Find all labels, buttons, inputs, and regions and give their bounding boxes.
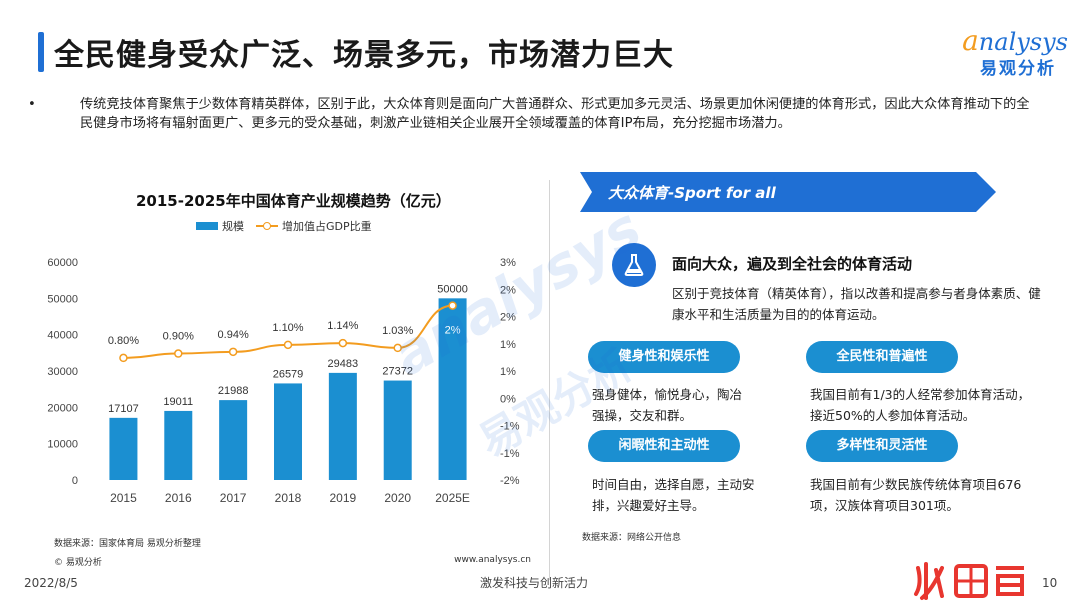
y-axis-tick-label: 60000 — [47, 257, 78, 269]
chart-url: www.analysys.cn — [454, 555, 531, 565]
industry-scale-chart: 2015-2025年中国体育产业规模趋势（亿元） 规模 增加值占GDP比重 0 1… — [40, 180, 550, 580]
gdp-share-point — [338, 338, 348, 348]
pill-diversity-flexibility-desc: 我国目前有少数民族传统体育项目676项，汉族体育项目301项。 — [810, 477, 1022, 513]
bar-2016 — [164, 410, 193, 480]
y-axis-tick-label: 40000 — [47, 330, 78, 342]
bar-2020 — [383, 380, 412, 480]
bar-value-label: 17107 — [108, 403, 139, 415]
bar-value-label: 21988 — [218, 385, 249, 397]
bar-value-label: 29483 — [328, 358, 359, 370]
gdp-share-label: 1.10% — [272, 322, 303, 334]
gdp-share-label: 0.90% — [163, 331, 194, 343]
banner-label: 大众体育-Sport for all — [608, 184, 776, 202]
gdp-share-label: 0.80% — [108, 335, 139, 347]
y-axis-tick-label: 20000 — [47, 402, 78, 414]
chart-source: 数据来源：国家体育局 易观分析整理 — [54, 539, 201, 549]
bar-2017 — [219, 400, 248, 480]
chart-copyright: © 易观分析 — [54, 558, 102, 568]
focus-title: 面向大众，遍及到全社会的体育活动 — [672, 255, 913, 273]
logo-wordmark-initial: a — [962, 24, 979, 57]
gdp-share-point — [448, 301, 457, 310]
bar-2019 — [328, 372, 357, 480]
pill-diversity-flexibility: 多样性和灵活性 — [806, 430, 958, 462]
flask-icon — [612, 243, 656, 287]
gdp-share-label: 2% — [445, 325, 461, 337]
intro-bullet: • 传统竞技体育聚焦于少数体育精英群体，区别于此，大众体育则是面向广大普通群众、… — [28, 95, 1038, 133]
legend-line-label: 增加值占GDP比重 — [282, 220, 372, 233]
y2-axis-tick-label: 1% — [500, 366, 516, 378]
x-axis-tick-label: 2019 — [330, 491, 357, 505]
pill-fitness-entertainment-desc: 强身健体，愉悦身心，陶冶强操，交友和群。 — [592, 387, 743, 423]
banner-arrow-shape — [580, 172, 996, 212]
y2-axis-tick-label: 1% — [500, 339, 516, 351]
pill-universality: 全民性和普遍性 — [806, 341, 958, 373]
y2-axis-tick-label: -1% — [500, 421, 520, 433]
bar-2015 — [109, 417, 138, 480]
y-axis-tick-label: 0 — [72, 475, 78, 487]
pill-universality-desc: 我国目前有1/3的人经常参加体育活动，接近50%的人参加体育活动。 — [810, 387, 1031, 423]
y-axis-tick-label: 50000 — [47, 293, 78, 305]
y2-axis-tick-label: 0% — [500, 393, 516, 405]
gdp-share-label: 1.14% — [327, 320, 358, 332]
y-axis-tick-label: 30000 — [47, 366, 78, 378]
x-axis-tick-label: 2025E — [435, 491, 470, 505]
focus-description: 区别于竞技体育（精英体育），指以改善和提高参与者身体素质、健康水平和生活质量为目… — [672, 286, 1041, 322]
y2-axis-tick-label: 2% — [500, 312, 516, 324]
intro-bullet-text: 传统竞技体育聚焦于少数体育精英群体，区别于此，大众体育则是面向广大普通群众、形式… — [80, 97, 1030, 131]
legend-bar-label: 规模 — [222, 220, 244, 233]
y-axis-tick-label: 10000 — [47, 439, 78, 451]
bullet-dot: • — [28, 97, 36, 112]
pill-fitness-entertainment: 健身性和娱乐性 — [588, 341, 740, 373]
gdp-share-label: 1.03% — [382, 325, 413, 337]
bar-2025E — [438, 298, 467, 480]
gdp-share-point — [228, 347, 238, 357]
sport-for-all-banner: 大众体育-Sport for all — [580, 172, 996, 212]
bar-2018 — [274, 383, 302, 480]
chart-legend: 规模 增加值占GDP比重 — [196, 218, 372, 234]
bar-value-label: 27372 — [382, 366, 413, 378]
gdp-share-point — [393, 343, 402, 353]
gdp-share-point — [119, 353, 128, 363]
title-accent-bar — [38, 32, 44, 72]
analysys-logo: analysys 易观分析 — [928, 24, 1068, 80]
bar-value-label: 19011 — [163, 396, 193, 408]
right-panel-source: 数据来源：网络公开信息 — [582, 533, 682, 543]
footer-slogan: 激发科技与创新活力 — [480, 576, 589, 590]
y2-axis-tick-label: -1% — [500, 448, 520, 460]
logo-wordmark: analysys — [962, 24, 1068, 57]
y2-axis-tick-label: 2% — [500, 284, 516, 296]
x-axis-tick-label: 2015 — [110, 491, 137, 505]
y2-axis-tick-label: -2% — [500, 475, 520, 487]
x-axis-tick-label: 2016 — [165, 491, 192, 505]
x-axis-tick-label: 2017 — [220, 491, 247, 505]
logo-wordmark-rest: nalysys — [978, 28, 1068, 56]
chart-plot: 0 10000 20000 30000 40000 50000 60000 -2% -1% -1%… — [47, 257, 520, 505]
gdp-share-point — [174, 349, 183, 358]
page-number: 10 — [1042, 576, 1058, 590]
legend-line-swatch — [256, 222, 278, 230]
x-axis-tick-label: 2018 — [275, 491, 302, 505]
slide-title: 全民健身受众广泛、场景多元，市场潜力巨大 — [54, 38, 674, 73]
pill-leisure-initiative: 闲暇性和主动性 — [588, 430, 740, 462]
legend-bar-swatch — [196, 222, 218, 230]
gdp-share-point — [283, 340, 293, 350]
pill-leisure-initiative-desc: 时间自由，选择自愿，主动安排，兴趣爱好主导。 — [592, 477, 755, 513]
chart-title: 2015-2025年中国体育产业规模趋势（亿元） — [136, 192, 451, 210]
bar-value-label: 50000 — [437, 283, 468, 295]
y2-axis-tick-label: 3% — [500, 257, 516, 269]
logo-chinese-name: 易观分析 — [980, 59, 1056, 79]
footer-date: 2022/8/5 — [24, 576, 78, 590]
x-axis-tick-label: 2020 — [384, 491, 411, 505]
brand-mark-icon — [912, 560, 1032, 604]
gdp-share-label: 0.94% — [218, 329, 249, 341]
bar-value-label: 26579 — [273, 368, 304, 380]
